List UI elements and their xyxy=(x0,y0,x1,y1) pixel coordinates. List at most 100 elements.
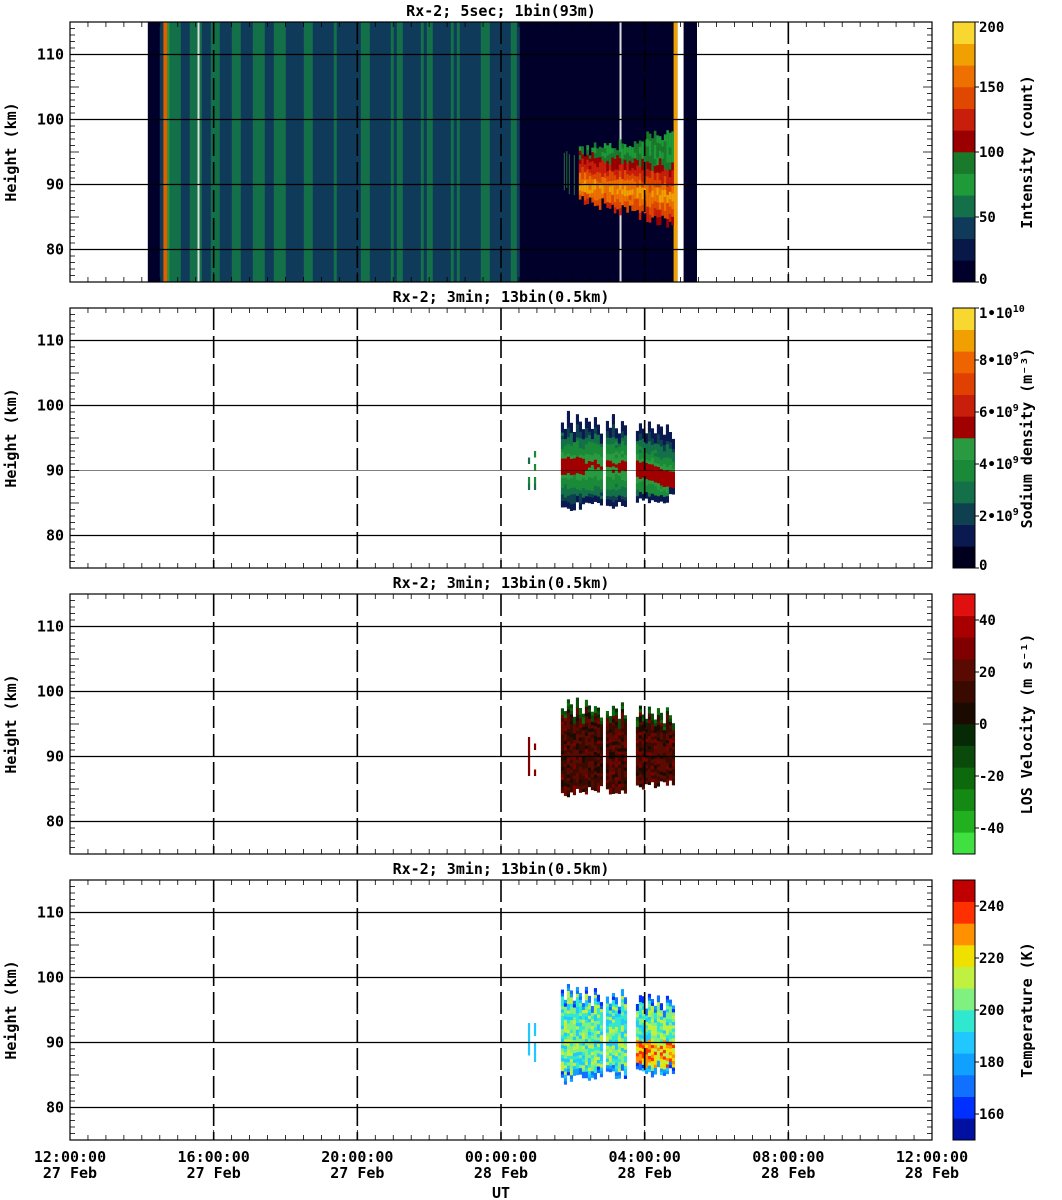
data-cell xyxy=(596,762,600,767)
data-cell xyxy=(620,777,624,781)
data-cell xyxy=(581,1074,585,1079)
data-cell xyxy=(581,1055,585,1059)
data-cell xyxy=(614,724,618,729)
intensity-column xyxy=(393,22,397,282)
data-cell xyxy=(566,462,570,467)
data-cell xyxy=(650,726,654,731)
data-cell xyxy=(644,735,648,739)
data-cell xyxy=(572,464,576,469)
colorbar-segment xyxy=(953,1118,975,1141)
data-cell xyxy=(665,736,669,741)
data-cell xyxy=(623,438,627,442)
colorbar-segment xyxy=(953,152,975,174)
intensity-column xyxy=(300,22,304,282)
data-cell xyxy=(590,770,594,774)
layer-cell xyxy=(636,192,639,200)
data-cell xyxy=(650,473,654,478)
data-cell xyxy=(563,999,567,1004)
data-cell xyxy=(617,439,621,444)
data-cell xyxy=(665,1005,669,1010)
data-cell xyxy=(620,1005,624,1010)
data-cell xyxy=(605,479,609,484)
data-cell xyxy=(614,1020,618,1024)
layer-cell xyxy=(651,197,654,205)
data-cell xyxy=(641,1058,645,1062)
data-cell xyxy=(665,482,669,487)
data-cell xyxy=(593,1049,597,1054)
data-cell xyxy=(611,731,615,736)
data-cell xyxy=(650,739,654,744)
data-cell xyxy=(623,464,627,468)
data-cell xyxy=(659,1032,663,1037)
data-cell xyxy=(644,1028,648,1032)
data-cell xyxy=(617,465,621,470)
data-cell xyxy=(671,474,675,479)
data-cell xyxy=(560,1051,564,1055)
data-cell xyxy=(560,429,564,433)
data-cell xyxy=(608,722,612,727)
data-cell xyxy=(593,1020,597,1025)
data-cell xyxy=(617,498,621,503)
data-cell xyxy=(605,453,609,458)
data-cell xyxy=(572,497,576,501)
data-cell xyxy=(563,1009,567,1014)
layer-cell xyxy=(586,154,589,161)
data-cell xyxy=(650,755,654,760)
data-cell xyxy=(653,472,657,476)
data-cell xyxy=(635,739,639,744)
layer-cell xyxy=(668,184,672,193)
data-cell xyxy=(608,732,612,736)
data-cell xyxy=(566,1019,570,1024)
data-cell xyxy=(653,465,657,470)
data-cell xyxy=(665,456,669,461)
data-cell xyxy=(605,459,609,464)
data-cell xyxy=(638,777,642,781)
data-cell xyxy=(587,1051,591,1055)
data-cell xyxy=(572,445,576,449)
data-cell xyxy=(599,1021,603,1026)
data-cell xyxy=(563,779,567,784)
layer-cell xyxy=(596,167,599,173)
data-cell xyxy=(593,988,597,992)
layer-cell xyxy=(666,202,669,212)
data-cell xyxy=(614,1046,618,1050)
layer-cell xyxy=(606,145,609,152)
data-cell xyxy=(653,1051,657,1056)
data-cell xyxy=(641,490,645,495)
data-cell xyxy=(635,775,639,780)
intensity-column xyxy=(405,22,409,282)
data-cell xyxy=(620,466,624,471)
layer-cell xyxy=(666,194,669,204)
data-cell xyxy=(647,765,651,769)
layer-cell xyxy=(596,157,599,164)
data-cell xyxy=(635,456,639,461)
layer-cell xyxy=(641,164,644,171)
data-cell xyxy=(584,466,588,471)
data-cell xyxy=(635,437,639,442)
intensity-column xyxy=(327,22,331,282)
intensity-column xyxy=(246,22,250,282)
colorbar-segment xyxy=(953,988,975,1011)
data-cell xyxy=(614,1072,618,1076)
data-cell xyxy=(599,750,603,754)
data-cell xyxy=(662,486,666,491)
data-image xyxy=(527,984,675,1085)
data-cell xyxy=(638,721,642,726)
data-cell xyxy=(641,1054,645,1059)
data-cell xyxy=(578,740,582,745)
data-cell xyxy=(662,765,666,770)
data-cell xyxy=(659,1013,663,1017)
data-cell xyxy=(644,722,648,726)
data-cell xyxy=(614,1010,618,1014)
data-cell xyxy=(590,737,594,742)
data-cell xyxy=(590,780,594,784)
data-cell xyxy=(578,743,582,748)
data-cell xyxy=(665,713,669,718)
data-cell xyxy=(653,719,657,724)
data-cell xyxy=(566,987,570,991)
data-cell xyxy=(566,436,570,441)
data-cell xyxy=(620,1047,624,1052)
data-cell xyxy=(578,1061,582,1065)
layer-cell xyxy=(613,148,617,155)
data-cell xyxy=(608,781,612,785)
